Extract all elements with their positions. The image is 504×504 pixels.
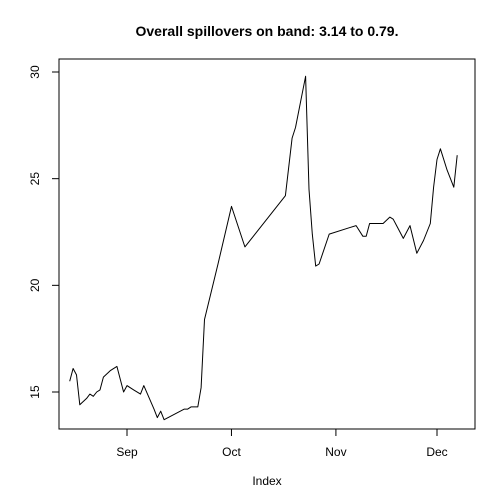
- x-axis: Sep Oct Nov Dec: [116, 428, 448, 459]
- x-tick-label: Dec: [426, 445, 447, 459]
- y-axis: 15 20 25 30: [28, 65, 60, 399]
- series-layer: [69, 75, 458, 421]
- y-tick-label: 15: [28, 385, 42, 399]
- x-tick-label: Nov: [325, 445, 346, 459]
- x-axis-label: Index: [252, 474, 281, 488]
- series-line: [69, 75, 458, 421]
- y-tick-label: 20: [28, 278, 42, 292]
- plot-frame: [58, 58, 476, 430]
- chart-title: Overall spillovers on band: 3.14 to 0.79…: [136, 23, 399, 39]
- y-tick-label: 30: [28, 65, 42, 79]
- x-tick-label: Sep: [116, 445, 138, 459]
- y-tick-label: 25: [28, 172, 42, 186]
- x-tick-label: Oct: [222, 445, 241, 459]
